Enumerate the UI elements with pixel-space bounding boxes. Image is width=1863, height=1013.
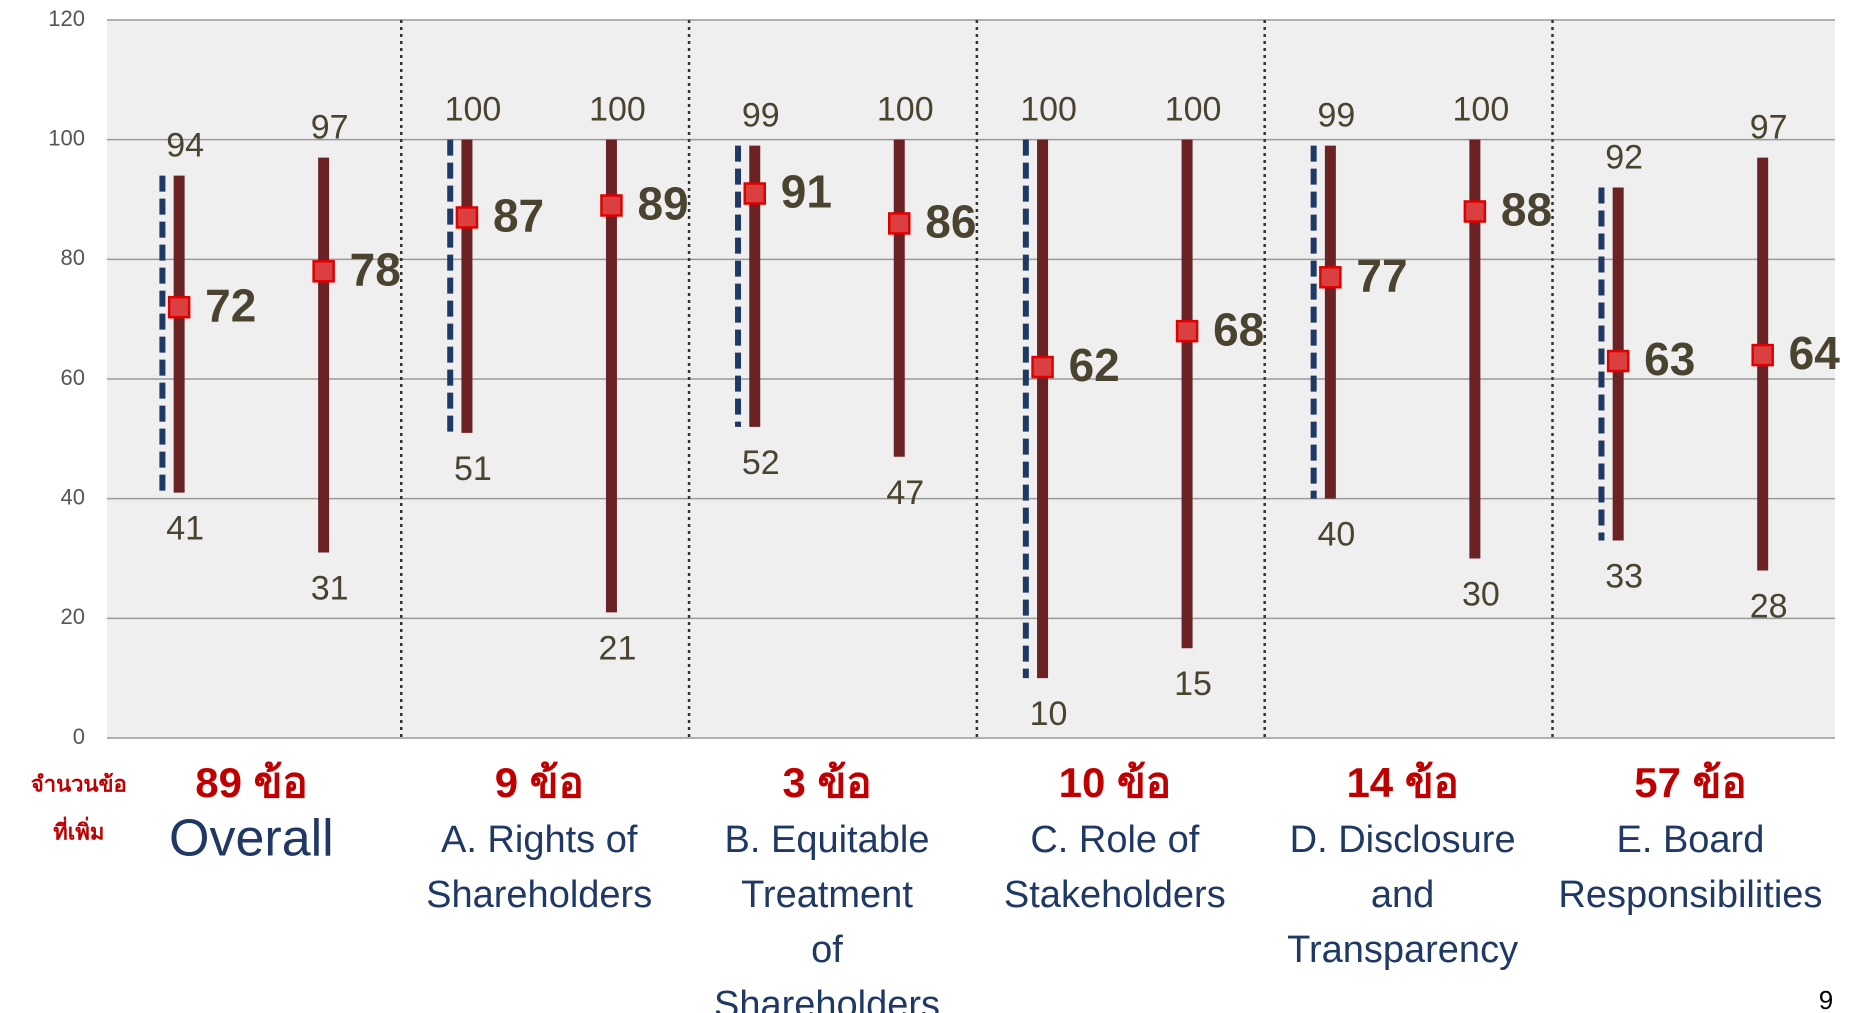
row-label: ที่เพิ่ม xyxy=(53,815,104,844)
mean-marker xyxy=(1031,355,1054,379)
y-tick-label: 100 xyxy=(48,125,85,150)
y-tick-label: 80 xyxy=(61,245,85,270)
low-label: 28 xyxy=(1750,587,1788,625)
mean-label: 78 xyxy=(350,243,401,295)
count-label: 89 ข้อ xyxy=(195,759,307,806)
mean-marker xyxy=(1319,266,1342,289)
high-label: 100 xyxy=(445,91,502,129)
high-label: 97 xyxy=(311,109,349,147)
mean-label: 68 xyxy=(1213,303,1264,355)
high-label: 99 xyxy=(742,97,780,135)
count-label: 14 ข้อ xyxy=(1346,759,1458,806)
mean-marker xyxy=(600,194,623,217)
category-label: D. Disclosure xyxy=(1290,819,1516,861)
count-label: 10 ข้อ xyxy=(1059,759,1171,806)
high-label: 99 xyxy=(1317,97,1355,135)
mean-label: 63 xyxy=(1644,333,1695,385)
mean-label: 91 xyxy=(781,166,832,218)
category-label: B. Equitable xyxy=(725,819,930,861)
category-label: Shareholders xyxy=(426,874,652,916)
category-label: A. Rights of xyxy=(441,819,638,861)
category-label: Transparency xyxy=(1287,929,1518,971)
low-label: 30 xyxy=(1462,575,1500,613)
low-label: 47 xyxy=(886,474,924,512)
mean-label: 77 xyxy=(1356,249,1407,301)
category-label: Treatment xyxy=(741,874,913,916)
category-label: E. Board xyxy=(1616,819,1764,861)
mean-marker xyxy=(167,295,191,319)
high-label: 100 xyxy=(1020,91,1077,129)
mean-label: 88 xyxy=(1501,184,1552,236)
mean-marker xyxy=(1463,200,1487,223)
mean-marker xyxy=(312,260,335,283)
low-label: 52 xyxy=(742,444,780,482)
low-label: 40 xyxy=(1317,516,1355,554)
mean-marker xyxy=(1751,343,1774,367)
low-label: 33 xyxy=(1605,558,1643,596)
count-label: 9 ข้อ xyxy=(495,759,584,806)
mean-label: 86 xyxy=(925,196,976,248)
category-label: Responsibilities xyxy=(1558,874,1822,916)
count-label: 3 ข้อ xyxy=(783,759,872,806)
count-label: 57 ข้อ xyxy=(1634,759,1746,806)
row-label: จำนวนข้อ xyxy=(31,772,127,797)
mean-marker xyxy=(1606,349,1630,373)
low-label: 31 xyxy=(311,570,349,608)
y-tick-label: 20 xyxy=(61,604,85,629)
mean-marker xyxy=(743,182,767,205)
page-number: 9 xyxy=(1819,985,1833,1013)
y-tick-label: 120 xyxy=(48,6,85,31)
category-label: Shareholders xyxy=(714,984,940,1013)
category-label: Stakeholders xyxy=(1004,874,1226,916)
low-label: 51 xyxy=(454,450,492,488)
y-tick-label: 60 xyxy=(61,365,85,390)
category-label: and xyxy=(1371,874,1434,916)
y-tick-label: 40 xyxy=(61,484,85,509)
mean-marker xyxy=(1175,319,1199,343)
low-label: 15 xyxy=(1174,665,1212,703)
low-label: 41 xyxy=(166,510,204,548)
high-label: 97 xyxy=(1750,109,1788,147)
category-label: C. Role of xyxy=(1030,819,1199,861)
high-label: 100 xyxy=(589,91,646,129)
y-tick-label: 0 xyxy=(73,724,85,749)
high-label: 100 xyxy=(877,91,934,129)
category-label: of xyxy=(811,929,843,971)
high-label: 100 xyxy=(1165,91,1222,129)
mean-label: 89 xyxy=(637,178,688,230)
mean-label: 62 xyxy=(1069,339,1120,391)
mean-label: 87 xyxy=(493,190,544,242)
high-label: 92 xyxy=(1605,139,1643,177)
high-label: 94 xyxy=(166,127,204,165)
mean-label: 64 xyxy=(1789,327,1841,379)
mean-label: 72 xyxy=(205,279,256,331)
high-label: 100 xyxy=(1453,91,1510,129)
low-label: 10 xyxy=(1030,695,1068,733)
category-label: Overall xyxy=(169,810,334,868)
mean-marker xyxy=(455,206,479,229)
mean-marker xyxy=(888,212,911,235)
low-label: 21 xyxy=(599,629,637,667)
